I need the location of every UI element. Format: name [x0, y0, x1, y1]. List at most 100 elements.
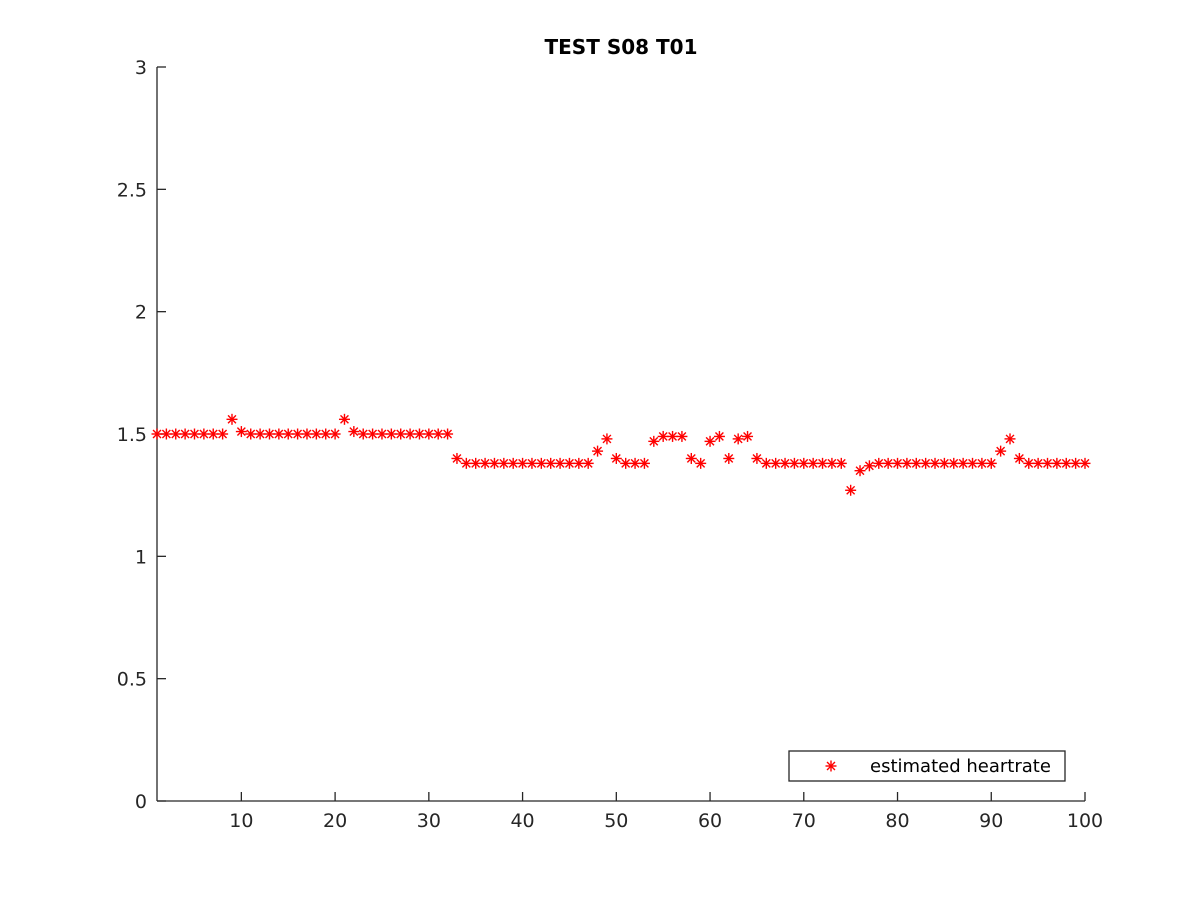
- x-tick-label: 20: [323, 810, 347, 832]
- data-point: [873, 457, 885, 469]
- data-point: [817, 457, 829, 469]
- data-point: [657, 430, 669, 442]
- data-point: [1060, 457, 1072, 469]
- x-tick-label: 60: [698, 810, 722, 832]
- y-tick-label: 2: [135, 302, 147, 324]
- data-point: [638, 457, 650, 469]
- data-point: [507, 457, 519, 469]
- data-point: [648, 435, 660, 447]
- data-point: [263, 428, 275, 440]
- legend-entry-label: estimated heartrate: [870, 756, 1051, 777]
- data-point: [310, 428, 322, 440]
- chart-title: TEST S08 T01: [545, 35, 698, 59]
- data-point: [217, 428, 229, 440]
- data-point: [976, 457, 988, 469]
- data-point: [301, 428, 313, 440]
- data-point: [460, 457, 472, 469]
- data-point: [488, 457, 500, 469]
- data-point: [573, 457, 585, 469]
- data-point: [732, 433, 744, 445]
- data-point: [376, 428, 388, 440]
- data-point: [535, 457, 547, 469]
- data-point: [601, 433, 613, 445]
- data-point: [1051, 457, 1063, 469]
- data-point: [892, 457, 904, 469]
- data-point: [779, 457, 791, 469]
- data-point: [929, 457, 941, 469]
- data-point: [1070, 457, 1082, 469]
- data-point: [835, 457, 847, 469]
- data-point: [526, 457, 538, 469]
- data-point: [1023, 457, 1035, 469]
- data-point: [292, 428, 304, 440]
- data-point: [667, 430, 679, 442]
- data-point: [413, 428, 425, 440]
- y-tick-label: 3: [135, 57, 147, 79]
- data-point: [170, 428, 182, 440]
- data-point: [198, 428, 210, 440]
- data-point: [563, 457, 575, 469]
- data-point: [967, 457, 979, 469]
- data-point: [957, 457, 969, 469]
- data-point: [273, 428, 285, 440]
- x-tick-label: 80: [885, 810, 909, 832]
- data-point: [807, 457, 819, 469]
- data-point: [226, 413, 238, 425]
- x-tick-label: 40: [510, 810, 534, 832]
- data-point: [676, 430, 688, 442]
- data-point: [348, 426, 360, 438]
- data-point: [423, 428, 435, 440]
- data-point: [938, 457, 950, 469]
- data-point: [854, 465, 866, 477]
- data-point: [685, 452, 697, 464]
- data-point: [188, 428, 200, 440]
- x-axis-ticks: 10 20 30 40 50 60 70 80 90 100: [229, 792, 1103, 832]
- data-point: [245, 428, 257, 440]
- data-point: [882, 457, 894, 469]
- data-point: [704, 435, 716, 447]
- y-tick-label: 0: [135, 791, 147, 813]
- data-point: [1004, 433, 1016, 445]
- y-tick-label: 1.5: [117, 424, 147, 446]
- data-point: [367, 428, 379, 440]
- data-point: [385, 428, 397, 440]
- data-point: [620, 457, 632, 469]
- data-points: [151, 413, 1091, 496]
- data-point: [207, 428, 219, 440]
- data-point: [629, 457, 641, 469]
- data-point: [151, 428, 163, 440]
- data-point: [1079, 457, 1091, 469]
- data-point: [554, 457, 566, 469]
- legend-marker-asterisk: [825, 760, 837, 772]
- data-point: [470, 457, 482, 469]
- x-tick-label: 50: [604, 810, 628, 832]
- data-point: [517, 457, 529, 469]
- x-tick-label: 10: [229, 810, 253, 832]
- x-tick-label: 90: [979, 810, 1003, 832]
- data-point: [788, 457, 800, 469]
- data-point: [751, 452, 763, 464]
- data-point: [357, 428, 369, 440]
- data-point: [395, 428, 407, 440]
- y-tick-label: 2.5: [117, 179, 147, 201]
- data-point: [1013, 452, 1025, 464]
- data-point: [282, 428, 294, 440]
- data-point: [742, 430, 754, 442]
- x-tick-label: 30: [417, 810, 441, 832]
- data-point: [826, 457, 838, 469]
- data-point: [1042, 457, 1054, 469]
- data-point: [713, 430, 725, 442]
- data-point: [1032, 457, 1044, 469]
- x-tick-label: 100: [1067, 810, 1103, 832]
- data-point: [920, 457, 932, 469]
- data-point: [901, 457, 913, 469]
- x-tick-label: 70: [792, 810, 816, 832]
- data-point: [179, 428, 191, 440]
- data-point: [498, 457, 510, 469]
- data-point: [948, 457, 960, 469]
- data-point: [479, 457, 491, 469]
- data-point: [254, 428, 266, 440]
- data-point: [235, 426, 247, 438]
- data-point: [338, 413, 350, 425]
